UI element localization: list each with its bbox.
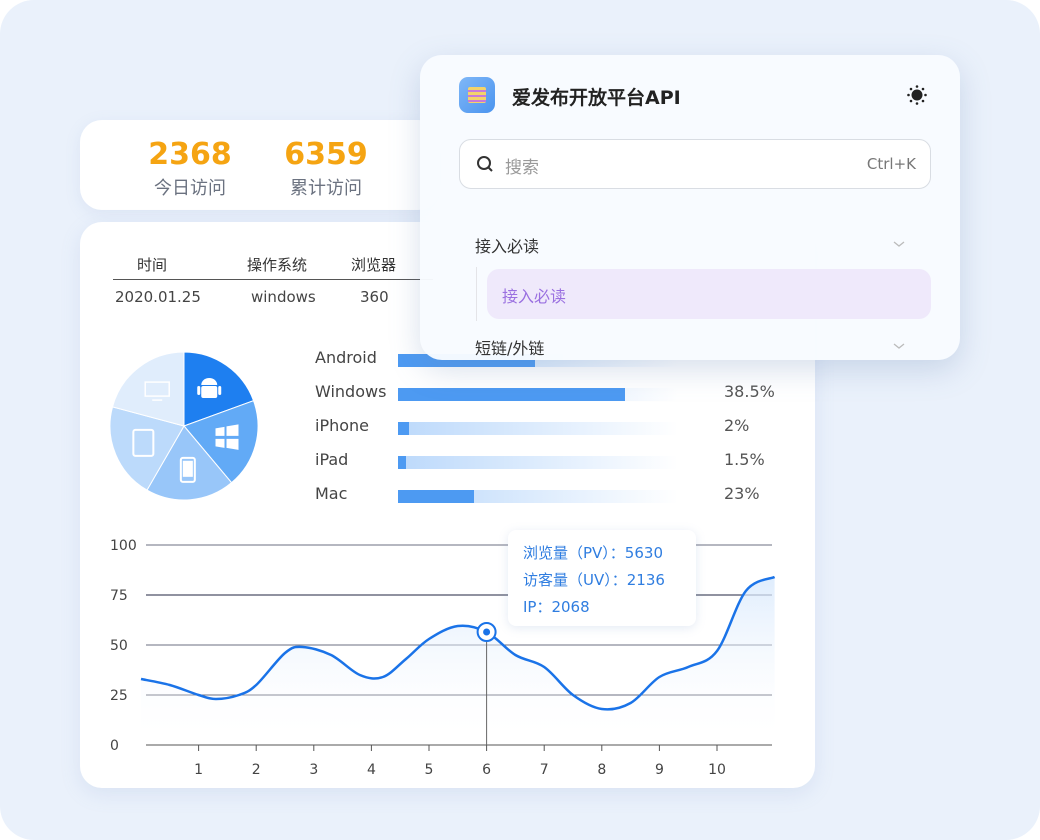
os-row: iPhone 2% <box>315 416 785 436</box>
table-cell: windows <box>251 288 316 306</box>
api-docs-popup: 爱发布开放平台API 搜索 Ctrl+K 接入必读 接入必读 短链/外链 <box>420 55 960 360</box>
os-bar-fill <box>398 388 625 401</box>
x-tick-label: 7 <box>540 762 549 778</box>
line-area <box>141 577 775 745</box>
table-divider <box>113 279 433 280</box>
y-tick-label: 50 <box>110 638 128 654</box>
os-bar-track <box>398 490 678 503</box>
popup-title: 爱发布开放平台API <box>512 87 681 109</box>
tooltip-uv: 访客量（UV）：2136 <box>523 571 665 589</box>
x-tick-label: 5 <box>425 762 434 778</box>
os-percent: 2% <box>724 416 750 435</box>
os-bar-track <box>398 422 678 435</box>
x-tick-label: 9 <box>655 762 664 778</box>
phone-icon <box>179 456 196 483</box>
os-name: Android <box>315 348 377 367</box>
y-tick-label: 25 <box>110 688 128 704</box>
search-icon <box>477 156 493 172</box>
table-cell: 360 <box>360 288 389 306</box>
search-placeholder: 搜索 <box>505 158 539 178</box>
os-row: Mac 23% <box>315 484 785 504</box>
pie-slice-ipad <box>109 406 185 491</box>
os-row: iPad 1.5% <box>315 450 785 470</box>
y-tick-label: 75 <box>110 588 128 604</box>
visits-line-chart: 0 25 50 75 100 1 2 3 4 5 6 7 8 9 10 <box>110 538 776 778</box>
stat-today: 2368 今日访问 <box>135 138 245 200</box>
hover-point-dot <box>483 628 491 636</box>
windows-icon <box>215 424 239 450</box>
os-name: iPhone <box>315 416 370 435</box>
os-bar-fill <box>398 456 407 469</box>
y-tick-label: 100 <box>110 538 137 554</box>
os-bar-track <box>398 388 678 401</box>
table-cell: 2020.01.25 <box>115 288 201 306</box>
os-bar-track <box>398 456 678 469</box>
x-tick-label: 8 <box>597 762 606 778</box>
os-percent: 1.5% <box>724 450 765 469</box>
app-logo-icon <box>459 77 495 113</box>
search-input[interactable]: 搜索 Ctrl+K <box>459 139 931 189</box>
sun-icon[interactable] <box>907 85 927 105</box>
os-name: iPad <box>315 450 349 469</box>
tooltip-ip: IP：2068 <box>523 598 590 616</box>
table-header: 时间 <box>137 256 168 274</box>
stats-card: 2368 今日访问 6359 累计访问 <box>80 120 440 210</box>
os-row: Windows 38.5% <box>315 382 785 402</box>
nav-group-access[interactable]: 接入必读 <box>475 237 540 256</box>
stat-value: 6359 <box>284 137 368 172</box>
tablet-icon <box>132 428 155 457</box>
table-header: 操作系统 <box>247 256 308 274</box>
stat-label: 今日访问 <box>154 178 226 199</box>
os-name: Windows <box>315 382 387 401</box>
x-tick-label: 6 <box>482 762 491 778</box>
series-line <box>140 575 776 711</box>
chevron-down-icon[interactable] <box>892 339 906 353</box>
y-tick-label: 0 <box>110 738 119 754</box>
table-header: 浏览器 <box>351 256 397 274</box>
x-tick-label: 4 <box>367 762 376 778</box>
nav-item-access-selected[interactable]: 接入必读 <box>487 269 931 319</box>
stat-total: 6359 累计访问 <box>271 138 381 200</box>
nav-indent-line <box>476 267 477 321</box>
android-icon <box>197 377 222 398</box>
nav-group-shortlink[interactable]: 短链/外链 <box>475 339 545 358</box>
monitor-icon <box>144 381 170 401</box>
pie-slice-mac <box>111 351 185 427</box>
os-pie-chart <box>109 351 259 501</box>
os-name: Mac <box>315 484 348 503</box>
stat-value: 2368 <box>148 137 232 172</box>
os-bar-fill <box>398 490 474 503</box>
x-tick-label: 1 <box>194 762 203 778</box>
stat-label: 累计访问 <box>290 178 362 199</box>
search-shortcut: Ctrl+K <box>866 155 916 173</box>
os-bar-fill <box>398 422 410 435</box>
chart-tooltip: 浏览量（PV）：5630 访客量（UV）：2136 IP：2068 <box>508 530 696 626</box>
nav-item-label: 接入必读 <box>502 287 567 306</box>
x-tick-label: 10 <box>708 762 726 778</box>
tooltip-pv: 浏览量（PV）：5630 <box>523 544 663 562</box>
x-tick-label: 3 <box>309 762 318 778</box>
os-percent: 23% <box>724 484 760 503</box>
x-tick-label: 2 <box>252 762 261 778</box>
chevron-down-icon[interactable] <box>892 237 906 251</box>
os-percent: 38.5% <box>724 382 775 401</box>
